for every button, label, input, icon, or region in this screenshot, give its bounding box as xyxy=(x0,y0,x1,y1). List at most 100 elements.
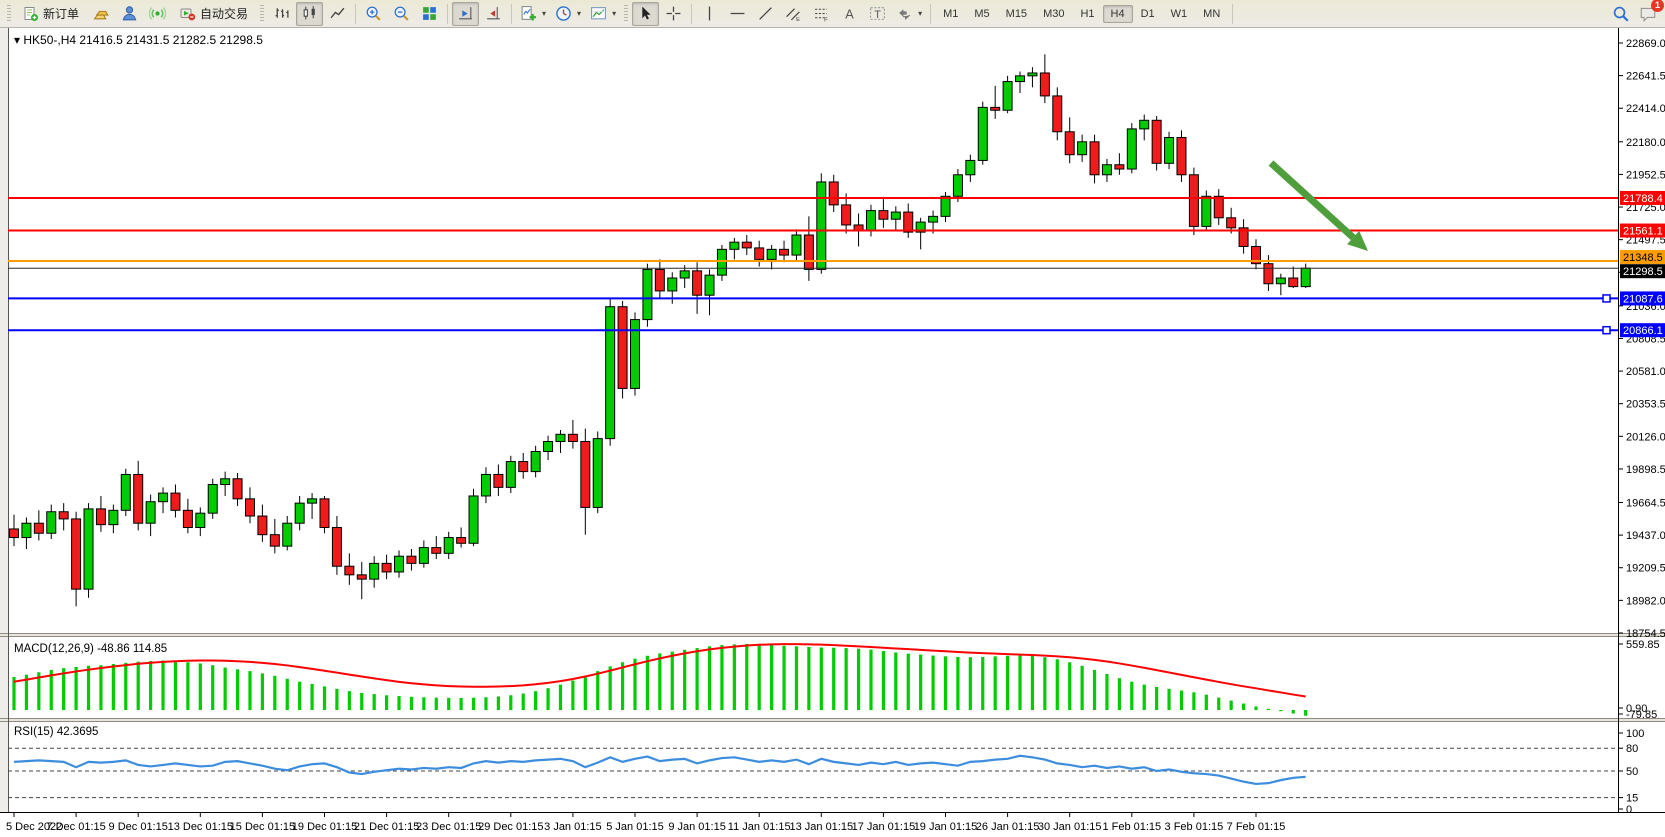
price-axis[interactable]: 22869.0 22641.5 22414.0 22180.0 21952.5 21725… xyxy=(1618,38,1665,640)
svg-text:13 Dec 01:15: 13 Dec 01:15 xyxy=(168,821,233,833)
auto-trading-button[interactable]: 自动交易 xyxy=(172,2,256,26)
text-tool-button[interactable]: A xyxy=(836,2,863,26)
vertical-line-tool-button[interactable] xyxy=(696,2,723,26)
bar-chart-icon xyxy=(275,8,289,18)
periods-button[interactable]: ▾ xyxy=(551,2,585,26)
dropdown-caret-icon: ▾ xyxy=(918,9,923,18)
timeframe-button-M30[interactable]: M30 xyxy=(1043,7,1065,20)
toolbar-separator xyxy=(930,3,932,24)
price-pane[interactable]: ▾ HK50-,H4 21416.5 21431.5 21282.5 21298… xyxy=(8,33,1618,607)
svg-text:15 Dec 01:15: 15 Dec 01:15 xyxy=(230,821,295,833)
svg-text:0: 0 xyxy=(1626,804,1632,816)
toolbar-grip[interactable] xyxy=(624,4,629,23)
horizontal-line-tool-button[interactable] xyxy=(724,2,751,26)
price-badge-21348.5: 21348.5 xyxy=(1620,250,1665,265)
svg-text:22414.0: 22414.0 xyxy=(1626,103,1665,115)
new-order-button[interactable]: 新订单 xyxy=(15,2,87,26)
cursor-tool-button[interactable] xyxy=(632,1,660,26)
auto-trading-label: 自动交易 xyxy=(200,7,249,21)
svg-text:9 Jan 01:15: 9 Jan 01:15 xyxy=(668,821,726,833)
channel-tool-button[interactable]: E xyxy=(780,2,807,26)
clock-icon xyxy=(556,6,571,21)
notification-badge: 1 xyxy=(1651,0,1664,12)
tile-windows-button[interactable] xyxy=(416,2,443,26)
svg-text:1 Feb 01:15: 1 Feb 01:15 xyxy=(1102,821,1161,833)
svg-text:19664.5: 19664.5 xyxy=(1626,497,1665,509)
fibonacci-tool-button[interactable]: F xyxy=(808,2,835,26)
timeframe-button-D1[interactable]: D1 xyxy=(1140,7,1155,20)
timeframe-button-M1[interactable]: M1 xyxy=(943,7,959,20)
dropdown-caret-icon: ▾ xyxy=(612,9,617,18)
trendline-icon xyxy=(759,7,772,20)
templates-button[interactable]: ▾ xyxy=(586,2,620,26)
timeframe-button-H4[interactable]: H4 xyxy=(1102,4,1133,23)
svg-text:3 Feb 01:15: 3 Feb 01:15 xyxy=(1165,821,1224,833)
svg-text:26 Jan 01:15: 26 Jan 01:15 xyxy=(976,821,1040,833)
toolbar-grip[interactable] xyxy=(7,4,11,23)
svg-text:21087.6: 21087.6 xyxy=(1623,293,1663,305)
fibonacci-icon: F xyxy=(815,8,828,22)
chart-canvas[interactable]: ▾ HK50-,H4 21416.5 21431.5 21282.5 21298… xyxy=(0,28,1665,837)
auto-trading-icon xyxy=(180,8,196,20)
svg-text:20866.1: 20866.1 xyxy=(1623,325,1663,337)
trendline-tool-button[interactable] xyxy=(752,2,779,26)
svg-text:100: 100 xyxy=(1626,728,1644,740)
svg-text:21 Dec 01:15: 21 Dec 01:15 xyxy=(354,821,419,833)
timeframe-button-W1[interactable]: W1 xyxy=(1170,7,1188,20)
person-icon xyxy=(122,6,137,21)
line-chart-icon xyxy=(330,7,345,19)
horizontal-line-icon xyxy=(730,12,745,15)
text-label-icon: T xyxy=(870,7,886,21)
auto-scroll-button[interactable] xyxy=(452,1,480,26)
svg-text:3 Jan 01:15: 3 Jan 01:15 xyxy=(544,821,602,833)
svg-text:5 Dec 2022: 5 Dec 2022 xyxy=(6,821,62,833)
macd-pane[interactable]: MACD(12,26,9) -48.86 114.85 559.85 0.90-79… xyxy=(12,639,1660,721)
main-toolbar: 新订单 自动交易 ▾ ▾ xyxy=(0,0,1665,28)
svg-text:5 Jan 01:15: 5 Jan 01:15 xyxy=(606,821,664,833)
timeframe-button-M5[interactable]: M5 xyxy=(974,7,990,20)
svg-text:13 Jan 01:15: 13 Jan 01:15 xyxy=(789,821,853,833)
macd-signal-line xyxy=(13,643,1306,698)
chart-shift-button[interactable] xyxy=(480,2,507,26)
svg-text:19898.5: 19898.5 xyxy=(1626,464,1665,476)
horizontal-line-20866.1[interactable] xyxy=(8,325,1618,335)
arrows-tool-button[interactable]: ▾ xyxy=(892,2,926,26)
chat-button[interactable]: 1 xyxy=(1634,0,1664,26)
community-button[interactable] xyxy=(116,2,143,26)
search-button[interactable] xyxy=(1607,2,1634,26)
indicators-icon xyxy=(521,6,536,21)
timeframe-button-MN[interactable]: MN xyxy=(1203,7,1221,20)
broadcast-icon xyxy=(149,7,167,20)
auto-scroll-icon xyxy=(459,7,472,20)
zoom-in-button[interactable] xyxy=(360,2,387,26)
zoom-out-button[interactable] xyxy=(388,2,415,26)
chart-line-button[interactable] xyxy=(324,2,351,26)
svg-text:21497.5: 21497.5 xyxy=(1626,235,1665,247)
dropdown-caret-icon: ▾ xyxy=(577,9,582,18)
trend-arrow[interactable] xyxy=(1268,160,1368,251)
svg-text:559.85: 559.85 xyxy=(1626,639,1660,651)
timeframe-button-H1[interactable]: H1 xyxy=(1080,7,1095,20)
template-icon xyxy=(591,7,606,20)
horizontal-line-21087.6[interactable] xyxy=(8,294,1618,303)
svg-text:E: E xyxy=(796,17,800,22)
zoom-out-icon xyxy=(394,6,409,21)
rsi-pane[interactable]: RSI(15) 42.3695 100 80 50 150 xyxy=(8,726,1644,816)
toolbar-grip[interactable] xyxy=(260,4,265,23)
crosshair-tool-button[interactable] xyxy=(660,2,687,26)
price-badge-21298.5: 21298.5 xyxy=(1620,264,1665,279)
indicators-button[interactable]: ▾ xyxy=(516,2,550,26)
gold-symbol-button[interactable] xyxy=(88,2,115,26)
timeframe-button-M15[interactable]: M15 xyxy=(1005,7,1028,20)
signal-button[interactable] xyxy=(144,2,171,26)
svg-text:-79.85: -79.85 xyxy=(1626,709,1657,721)
svg-text:21788.4: 21788.4 xyxy=(1623,193,1663,205)
chart-bars-button[interactable] xyxy=(268,2,295,26)
svg-text:19209.5: 19209.5 xyxy=(1626,563,1665,575)
chart-candles-button[interactable] xyxy=(296,1,324,26)
label-tool-button[interactable]: T xyxy=(864,2,891,26)
svg-text:21952.5: 21952.5 xyxy=(1626,169,1665,181)
svg-text:19 Jan 01:15: 19 Jan 01:15 xyxy=(914,821,978,833)
svg-text:19 Dec 01:15: 19 Dec 01:15 xyxy=(292,821,357,833)
